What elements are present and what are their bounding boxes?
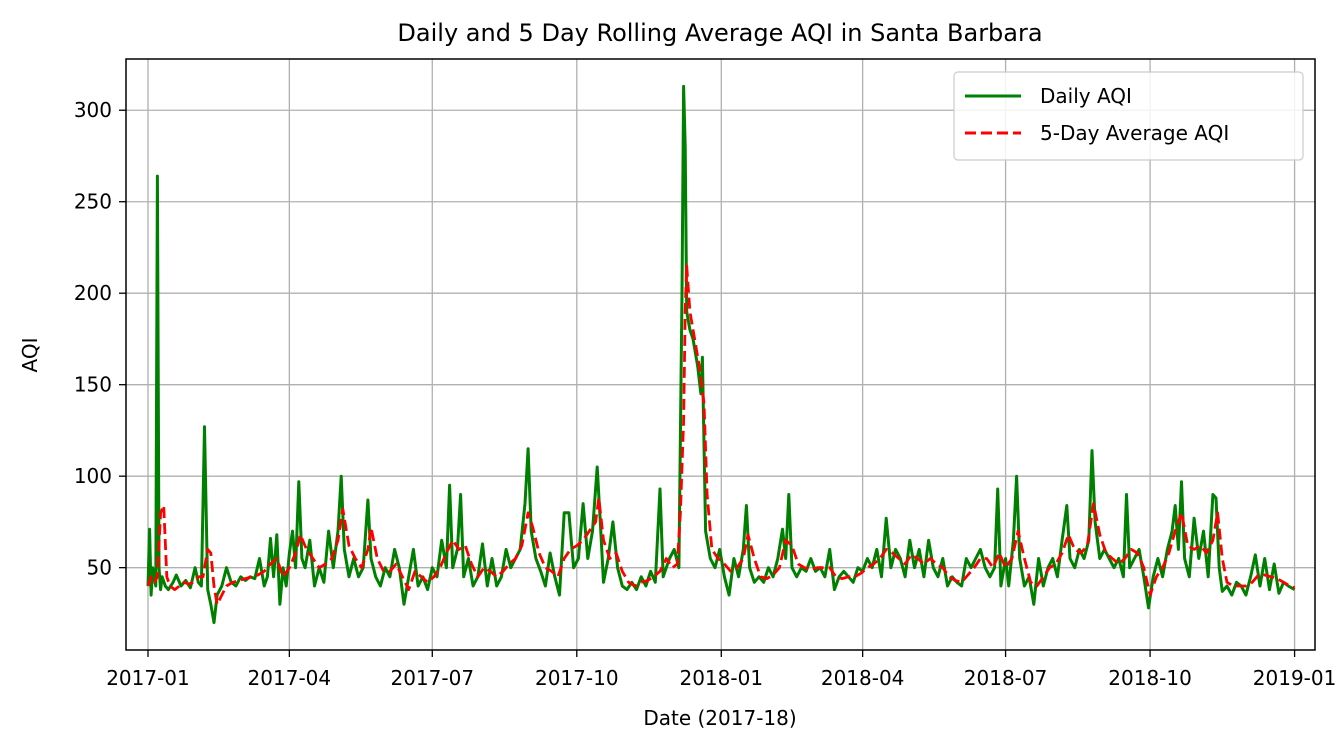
chart-title: Daily and 5 Day Rolling Average AQI in S… [397,19,1042,47]
series-line-average [146,264,1296,606]
x-tick-label: 2019-01 [1253,666,1337,690]
legend-label-average: 5-Day Average AQI [1040,121,1229,145]
x-tick-label: 2017-10 [535,666,619,690]
legend-box [953,71,1304,161]
x-tick-label: 2017-01 [106,666,190,690]
x-tick-label: 2018-04 [821,666,905,690]
y-tick-label: 100 [74,464,112,488]
legend: Daily AQI 5-Day Average AQI [953,71,1304,161]
legend-label-daily: Daily AQI [1040,84,1132,108]
series-lines [146,84,1296,625]
y-tick-label: 50 [87,556,112,580]
y-axis-label: AQI [18,338,42,373]
y-axis-ticks: 50 100 150 200 250 300 [74,98,126,580]
series-line-daily [146,84,1296,625]
y-tick-label: 250 [74,190,112,214]
x-tick-label: 2017-07 [390,666,474,690]
y-tick-label: 300 [74,98,112,122]
x-axis-label: Date (2017-18) [643,706,796,730]
x-tick-label: 2017-04 [248,666,332,690]
x-axis-ticks: 2017-01 2017-04 2017-07 2017-10 2018-01 2018-… [106,650,1336,690]
x-tick-label: 2018-07 [964,666,1048,690]
x-tick-label: 2018-10 [1108,666,1192,690]
plot-frame [125,58,1316,651]
x-tick-label: 2018-01 [679,666,763,690]
grid-lines [126,59,1315,650]
y-tick-label: 200 [74,281,112,305]
y-tick-label: 150 [74,373,112,397]
